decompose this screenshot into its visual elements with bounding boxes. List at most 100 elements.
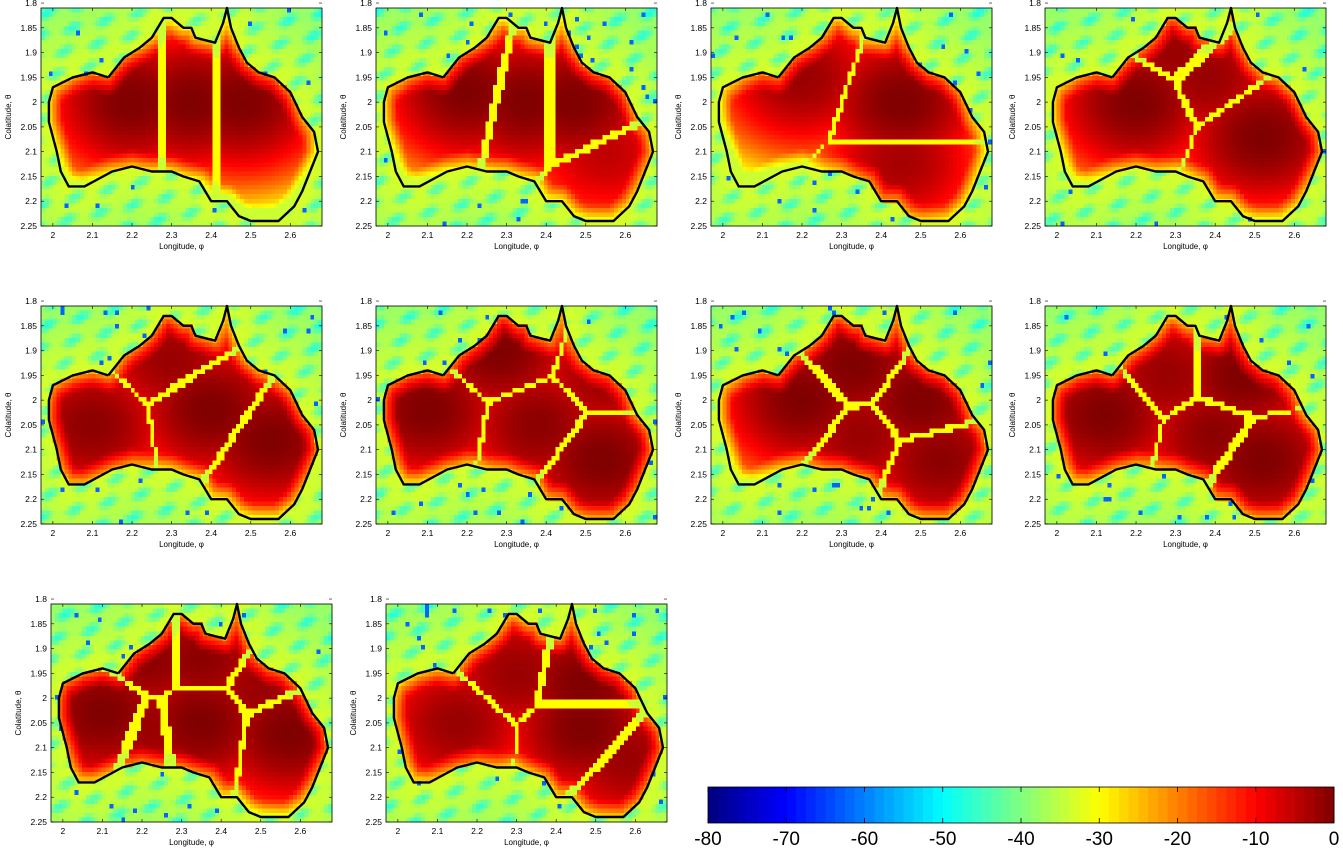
heatmap-cell (224, 57, 229, 64)
heatmap-cell (185, 157, 190, 164)
heatmap-cell (243, 207, 249, 213)
heatmap-cell (119, 8, 124, 14)
heatmap-cell (251, 194, 257, 200)
heatmap-cell (60, 153, 66, 159)
heatmap-cell (504, 53, 510, 59)
heatmap-cell (310, 8, 315, 14)
heatmap-cell (91, 135, 97, 141)
heatmap-cell (115, 207, 120, 213)
heatmap-cell (197, 121, 202, 127)
heatmap-cell (56, 216, 62, 223)
heatmap-cell (111, 53, 116, 59)
heatmap-cell (504, 26, 510, 32)
heatmap-cell (255, 89, 261, 95)
heatmap-cell (500, 35, 506, 41)
heatmap-cell (83, 21, 89, 27)
heatmap-cell (201, 189, 206, 195)
heatmap-cell (158, 53, 163, 59)
heatmap-cell (318, 176, 323, 182)
heatmap-cell (103, 8, 108, 14)
heatmap-cell (625, 8, 631, 14)
heatmap-cell (457, 12, 463, 18)
heatmap-cell (165, 144, 171, 150)
heatmap-cell (306, 185, 311, 191)
heatmap-cell (407, 80, 412, 86)
heatmap-cell (236, 207, 241, 213)
heatmap-cell (438, 71, 443, 77)
heatmap-cell (232, 12, 237, 18)
heatmap-cell (594, 62, 600, 68)
heatmap-cell (255, 103, 261, 109)
heatmap-cell (571, 57, 576, 64)
heatmap-cell (224, 98, 229, 104)
heatmap-cell (567, 21, 572, 27)
heatmap-cell (228, 212, 233, 218)
heatmap-cell (528, 48, 533, 55)
heatmap-cell (138, 35, 144, 41)
heatmap-cell (138, 194, 144, 200)
heatmap-cell (56, 139, 62, 145)
heatmap-cell (271, 162, 276, 168)
heatmap-cell (150, 30, 155, 36)
heatmap-cell (310, 53, 315, 59)
heatmap-cell (220, 85, 226, 91)
heatmap-cell (282, 139, 288, 145)
heatmap-cell (115, 198, 120, 204)
heatmap-cell (146, 44, 151, 50)
heatmap-cell (318, 30, 323, 36)
heatmap-cell (56, 39, 62, 45)
heatmap-cell (154, 153, 159, 159)
heatmap-cell (555, 12, 561, 18)
heatmap-cell (150, 12, 155, 18)
heatmap-cell (641, 8, 646, 14)
heatmap-cell (138, 12, 144, 18)
heatmap-cell (236, 17, 241, 23)
heatmap-cell (44, 221, 50, 227)
heatmap-cell (383, 76, 389, 82)
heatmap-cell (454, 71, 459, 77)
heatmap-cell (411, 98, 416, 104)
heatmap-cell (310, 121, 315, 127)
heatmap-cell (282, 17, 288, 23)
heatmap-cell (204, 171, 210, 177)
heatmap-cell (411, 57, 416, 64)
heatmap-cell (314, 48, 319, 55)
heatmap-cell (275, 67, 280, 73)
heatmap-cell (411, 53, 416, 59)
heatmap-cell (633, 94, 639, 100)
heatmap-cell (224, 171, 229, 177)
heatmap-cell (251, 89, 257, 95)
heatmap-cell (173, 107, 179, 114)
heatmap-cell (158, 94, 163, 100)
heatmap-cell (146, 130, 151, 136)
heatmap-cell (142, 157, 147, 164)
heatmap-cell (64, 85, 69, 91)
heatmap-cell (204, 176, 210, 182)
heatmap-cell (193, 30, 198, 36)
heatmap-cell (240, 171, 245, 177)
heatmap-cell (302, 194, 307, 200)
heatmap-cell (411, 44, 416, 50)
heatmap-cell (282, 176, 288, 182)
heatmap-cell (294, 26, 300, 32)
heatmap-cell (528, 89, 533, 95)
heatmap-cell (95, 135, 101, 141)
heatmap-cell (255, 112, 261, 118)
heatmap-cell (122, 94, 128, 100)
heatmap-cell (91, 185, 97, 191)
heatmap-cell (41, 130, 46, 136)
heatmap-cell (193, 80, 198, 86)
heatmap-cell (91, 107, 97, 114)
heatmap-cell (177, 153, 183, 159)
heatmap-cell (575, 44, 580, 50)
heatmap-cell (649, 94, 654, 100)
heatmap-cell (383, 21, 389, 27)
heatmap-cell (571, 94, 576, 100)
heatmap-cell (286, 130, 292, 136)
heatmap-cell (212, 121, 218, 127)
heatmap-cell (87, 21, 93, 27)
heatmap-cell (185, 171, 190, 177)
heatmap-cell (567, 8, 572, 14)
heatmap-cell (236, 194, 241, 200)
heatmap-cell (294, 112, 300, 118)
